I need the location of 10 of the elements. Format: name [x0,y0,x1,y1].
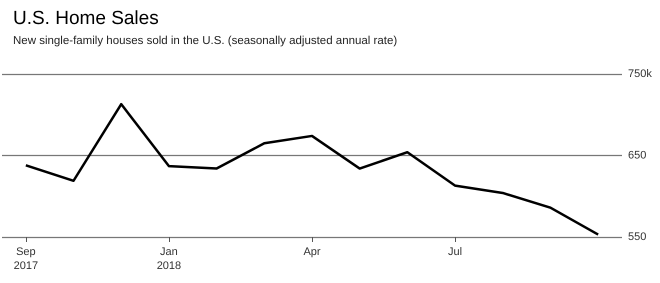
line-series [24,102,600,236]
x-tick-label: Apr [303,246,321,258]
y-tick-label: 550 [628,231,646,243]
chart-title: U.S. Home Sales [13,8,159,29]
chart-subtitle: New single-family houses sold in the U.S. (seasonally adjusted annual rate) [13,35,398,47]
x-tick-label: Sep 2017 [14,246,38,272]
y-tick-label: 650 [628,150,646,162]
y-tick-label: 750k [628,68,652,80]
x-tick-label: Jan 2018 [156,246,182,272]
x-tick-label: Jul [448,246,462,258]
